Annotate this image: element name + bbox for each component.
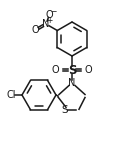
Text: +: + <box>46 16 53 25</box>
Text: S: S <box>62 105 68 115</box>
Text: S: S <box>68 64 76 76</box>
Text: O: O <box>85 65 92 75</box>
Text: N: N <box>42 19 50 29</box>
Text: N: N <box>68 78 76 88</box>
Text: O: O <box>52 65 59 75</box>
Text: Cl: Cl <box>6 90 16 100</box>
Text: O: O <box>46 10 53 20</box>
Text: −: − <box>50 7 57 16</box>
Text: O: O <box>32 25 39 35</box>
